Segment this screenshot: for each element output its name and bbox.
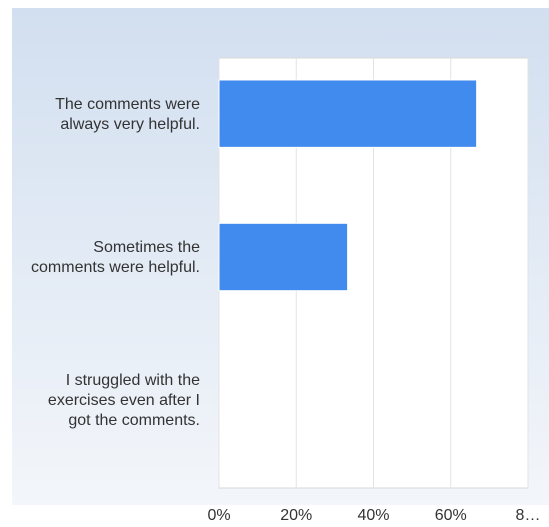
bar-chart: 0% 20% 40% 60% 8… (12, 8, 549, 524)
bar[interactable] (218, 79, 478, 148)
category-label-sometimes-helpful: Sometimes the comments were helpful. (31, 239, 200, 276)
x-axis-ticks: 0% 20% 40% 60% 8… (207, 507, 540, 524)
category-label-always-helpful: The comments were always very helpful. (55, 96, 200, 133)
x-tick-label: 60% (435, 507, 467, 524)
category-label-struggled: I struggled with the exercises even afte… (47, 372, 200, 429)
x-tick-label: 0% (207, 507, 230, 524)
chart-panel: 0% 20% 40% 60% 8… The comments were always v… (12, 8, 549, 527)
bar[interactable] (218, 222, 349, 292)
x-tick-label: 20% (280, 507, 312, 524)
x-tick-label: 40% (357, 507, 389, 524)
x-tick-label: 8… (516, 507, 541, 524)
bars (218, 79, 478, 292)
